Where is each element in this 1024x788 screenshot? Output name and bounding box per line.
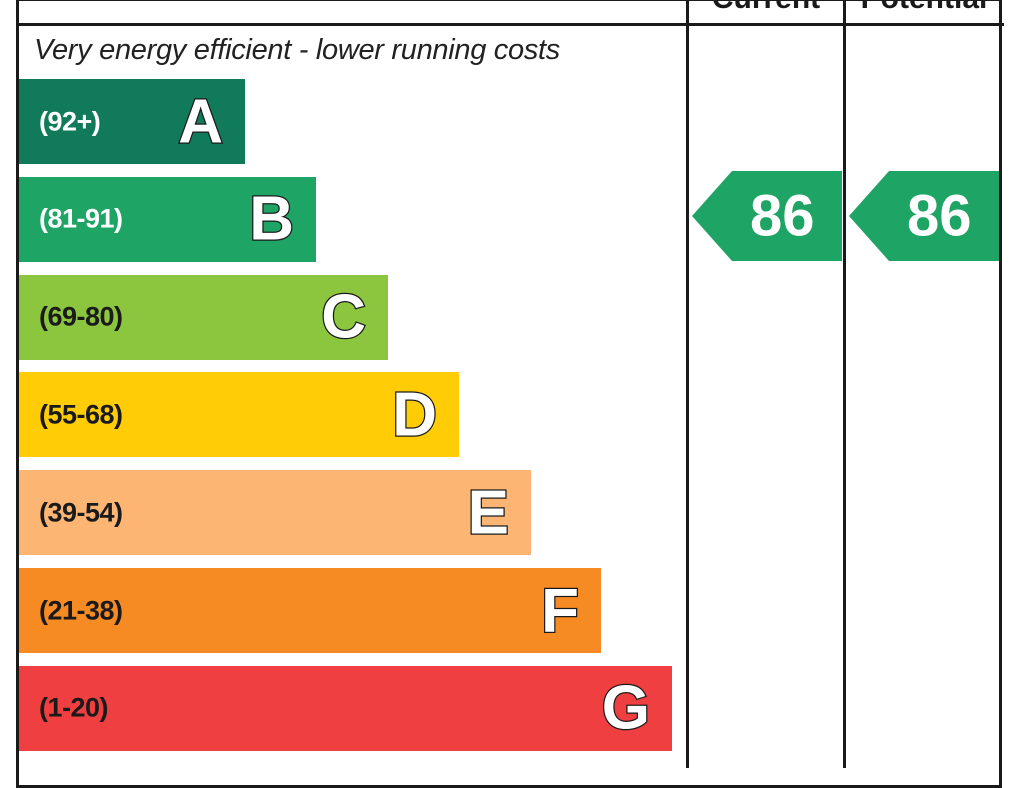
band-range-label: (21-38)	[39, 595, 123, 625]
rating-band-d: (55-68) D	[19, 372, 459, 458]
rating-band-e: (39-54) E	[19, 470, 531, 556]
rating-band-g: (1-20) G	[19, 665, 672, 751]
current-arrow-shape	[692, 171, 842, 261]
band-letter: C	[320, 281, 367, 353]
band-letter: A	[177, 86, 224, 158]
band-letter: G	[601, 673, 652, 745]
potential-column-divider	[843, 0, 846, 768]
band-range-label: (39-54)	[39, 497, 123, 528]
current-column-divider	[686, 0, 689, 768]
current-rating-value: 86	[750, 183, 815, 249]
potential-rating-value: 86	[907, 183, 972, 249]
rating-band-c: (69-80) C	[19, 274, 388, 360]
band-range-label: (55-68)	[39, 399, 123, 430]
current-column-header: Current	[689, 0, 843, 16]
band-range-label: (81-91)	[39, 203, 123, 234]
potential-column-header: Potential	[846, 0, 1002, 16]
potential-arrow-shape	[849, 171, 999, 261]
rating-band-b: (81-91) B	[19, 176, 316, 262]
band-range-label: (1-20)	[39, 692, 109, 723]
band-letter: D	[391, 379, 438, 451]
rating-band-f: (21-38) F	[19, 568, 601, 653]
rating-band-a: (92+) A	[19, 79, 245, 164]
band-range-label: (92+)	[39, 106, 101, 136]
band-letter: F	[540, 575, 580, 647]
band-letter: B	[248, 184, 295, 256]
potential-rating-arrow: 86	[849, 171, 999, 261]
current-rating-arrow: 86	[692, 171, 842, 261]
band-letter: E	[466, 477, 510, 549]
header-divider	[16, 23, 1004, 26]
efficiency-caption: Very energy efficient - lower running co…	[34, 34, 560, 66]
band-range-label: (69-80)	[39, 301, 123, 332]
